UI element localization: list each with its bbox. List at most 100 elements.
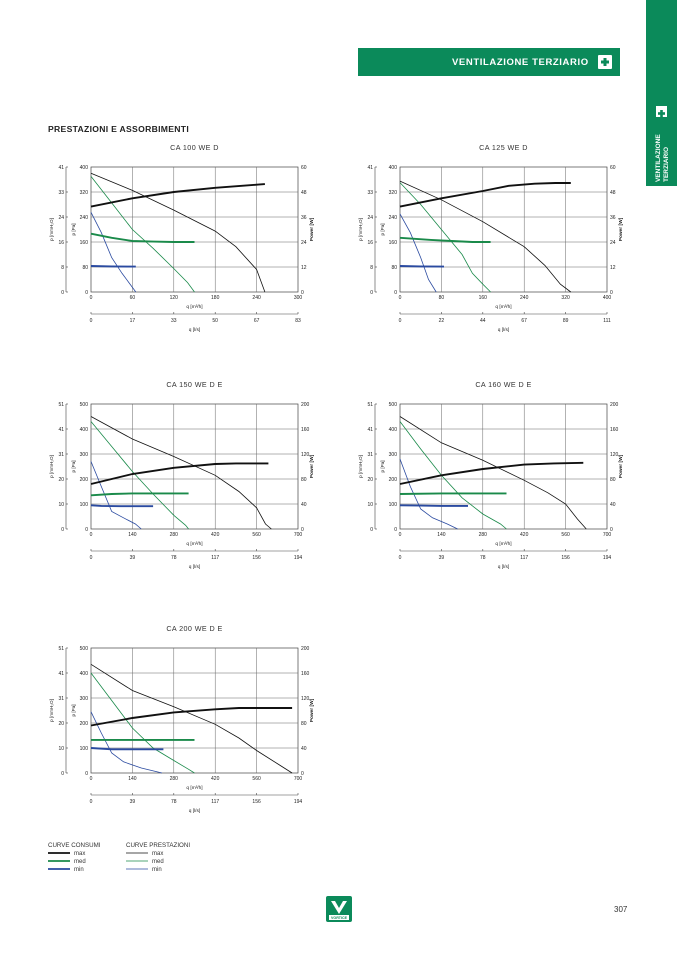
y-pa-tick-label: 160	[80, 240, 89, 246]
x-tick-label: 140	[128, 776, 137, 782]
y-pa-tick-label: 300	[80, 452, 89, 458]
y-pa-tick-label: 320	[389, 190, 398, 196]
y-pa-tick-label: 80	[82, 265, 88, 271]
power-curve-max	[399, 182, 571, 208]
y-mm-tick-label: 16	[58, 240, 64, 246]
x2-tick-label: 0	[90, 318, 93, 324]
y-power-tick-label: 40	[301, 502, 307, 508]
y-mm-tick-label: 10	[58, 746, 64, 752]
y-mm-tick-label: 33	[58, 190, 64, 196]
y-axis-label-power: Power [W]	[309, 217, 315, 241]
x2-axis-label: q [l/s]	[498, 327, 509, 333]
y-power-tick-label: 80	[301, 721, 307, 727]
y-axis-label-mmh2o: p [mmH₂O]	[49, 699, 54, 722]
x-tick-label: 120	[170, 295, 179, 301]
x2-tick-label: 0	[399, 555, 402, 561]
x-tick-label: 180	[211, 295, 220, 301]
chart-svg: CA 150 WE D E 0 140 280 420 560 700 q [m³/h] 0 39…	[49, 380, 315, 570]
x-axis-label: q [m³/h]	[186, 304, 202, 310]
y-pa-tick-label: 100	[80, 502, 89, 508]
x-tick-label: 560	[561, 532, 570, 538]
y-mm-tick-label: 0	[61, 290, 64, 296]
power-curve-min	[90, 504, 154, 508]
y-mm-tick-label: 24	[367, 215, 373, 221]
y-pa-tick-label: 0	[394, 290, 397, 296]
y-power-tick-label: 80	[610, 477, 616, 483]
x-tick-label: 80	[439, 295, 445, 301]
x-tick-label: 320	[561, 295, 570, 301]
chart-title: CA 160 WE D E	[475, 380, 531, 389]
y-power-tick-label: 0	[301, 527, 304, 533]
y-axis-label-power: Power [W]	[618, 454, 624, 478]
page-number: 307	[614, 905, 628, 914]
y-mm-tick-label: 41	[58, 165, 64, 171]
side-tab-line2: TERZIARIO	[663, 147, 670, 182]
x2-axis-label: q [l/s]	[189, 327, 200, 333]
y-axis-label-mmh2o: p [mmH₂O]	[49, 218, 54, 241]
x-tick-label: 560	[252, 776, 261, 782]
legend-prestazioni-med: med	[152, 859, 164, 865]
pressure-curve-max	[90, 416, 272, 530]
x-tick-label: 0	[90, 776, 93, 782]
y-pa-tick-label: 80	[391, 265, 397, 271]
plot-frame	[399, 166, 608, 293]
x2-tick-label: 0	[90, 799, 93, 805]
y-mm-tick-label: 0	[61, 527, 64, 533]
y-power-tick-label: 0	[610, 527, 613, 533]
x2-tick-label: 194	[294, 799, 303, 805]
x-tick-label: 0	[399, 532, 402, 538]
x2-tick-label: 39	[130, 799, 136, 805]
x-tick-label: 0	[90, 295, 93, 301]
y-mm-tick-label: 10	[58, 502, 64, 508]
y-pa-tick-label: 500	[80, 646, 89, 652]
y-axis-label-pa: p [Pa]	[71, 460, 76, 472]
x2-tick-label: 22	[439, 318, 445, 324]
y-axis-label-mmh2o: p [mmH₂O]	[358, 218, 363, 241]
plus-icon	[598, 55, 612, 69]
y-mm-tick-label: 10	[367, 502, 373, 508]
x2-tick-label: 67	[521, 318, 527, 324]
y-power-tick-label: 120	[610, 452, 619, 458]
x2-axis-label: q [l/s]	[189, 808, 200, 814]
plus-icon	[656, 106, 667, 117]
x2-tick-label: 50	[212, 318, 218, 324]
x2-tick-label: 0	[90, 555, 93, 561]
y-power-tick-label: 160	[610, 427, 619, 433]
power-curve-med	[399, 236, 491, 243]
y-power-tick-label: 160	[301, 671, 310, 677]
pressure-curve-max	[399, 416, 587, 530]
x-tick-label: 60	[130, 295, 136, 301]
legend-consumi-max: max	[74, 851, 85, 857]
power-curve-max	[90, 707, 293, 727]
y-mm-tick-label: 24	[58, 215, 64, 221]
y-axis-label-power: Power [W]	[309, 454, 315, 478]
x2-tick-label: 78	[171, 799, 177, 805]
legend-prestazioni-title: CURVE PRESTAZIONI	[126, 842, 190, 849]
y-mm-tick-label: 51	[367, 402, 373, 408]
y-mm-tick-label: 20	[367, 477, 373, 483]
x-tick-label: 280	[170, 776, 179, 782]
x2-tick-label: 83	[295, 318, 301, 324]
y-mm-tick-label: 41	[58, 671, 64, 677]
y-mm-tick-label: 0	[370, 290, 373, 296]
y-axis-label-pa: p [Pa]	[380, 223, 385, 235]
side-category-tab: VENTILAZIONE TERZIARIO	[646, 100, 677, 186]
chart-title: CA 200 WE D E	[166, 624, 222, 633]
pressure-curve-med	[90, 176, 195, 293]
legend-consumi-title: CURVE CONSUMI	[48, 842, 101, 849]
y-power-tick-label: 120	[301, 696, 310, 702]
y-mm-tick-label: 41	[367, 165, 373, 171]
y-pa-tick-label: 400	[389, 427, 398, 433]
power-curve-min	[399, 265, 445, 268]
y-power-tick-label: 200	[301, 402, 310, 408]
x-tick-label: 420	[211, 776, 220, 782]
y-mm-tick-label: 51	[58, 646, 64, 652]
x2-axis-label: q [l/s]	[189, 564, 200, 570]
y-axis-label-mmh2o: p [mmH₂O]	[358, 455, 363, 478]
chart-ca-200: CA 200 WE D E 0 140 280 420 560 700 q [m³/h] 0 39…	[36, 621, 315, 821]
x2-axis-label: q [l/s]	[498, 564, 509, 570]
y-pa-tick-label: 200	[80, 721, 89, 727]
y-pa-tick-label: 0	[85, 290, 88, 296]
x2-tick-label: 117	[211, 555, 219, 561]
